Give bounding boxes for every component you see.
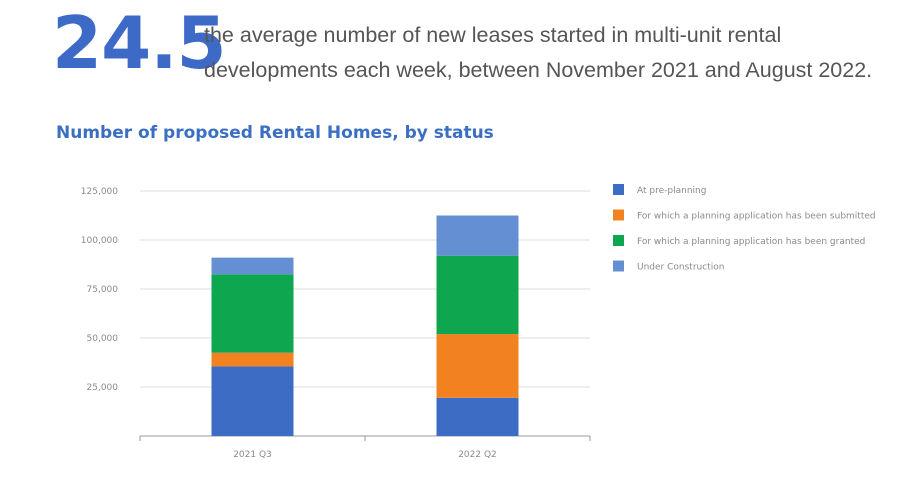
bar-segment (436, 215, 519, 256)
y-tick-label: 50,000 (87, 334, 119, 344)
y-tick-label: 100,000 (81, 236, 118, 246)
bar-segment (436, 334, 519, 398)
x-tick-label: 2021 Q3 (233, 450, 272, 460)
headline-value: 24.5 (52, 1, 227, 85)
legend-label: For which a planning application has bee… (637, 212, 876, 222)
y-tick-label: 125,000 (81, 187, 118, 197)
legend-swatch (613, 235, 624, 246)
bar-segment (211, 366, 294, 436)
bar-segment (436, 255, 519, 335)
legend-swatch (613, 184, 624, 195)
legend-swatch (613, 260, 624, 272)
bar-segment (211, 274, 294, 353)
legend-label: For which a planning application has bee… (637, 237, 865, 247)
headline-description: the average number of new leases started… (204, 23, 873, 82)
x-tick-label: 2022 Q2 (458, 450, 497, 460)
bar-segment (211, 257, 294, 275)
y-tick-label: 25,000 (87, 383, 119, 393)
legend-swatch (613, 209, 624, 221)
y-tick-label: 75,000 (87, 285, 119, 295)
bar-segment (211, 352, 294, 367)
legend-label: Under Construction (637, 263, 724, 273)
legend-label: At pre-planning (637, 186, 706, 196)
headline-stat: 24.5 the average number of new leases st… (52, 1, 912, 86)
chart-title: Number of proposed Rental Homes, by stat… (56, 123, 494, 143)
bar-segment (436, 397, 519, 436)
